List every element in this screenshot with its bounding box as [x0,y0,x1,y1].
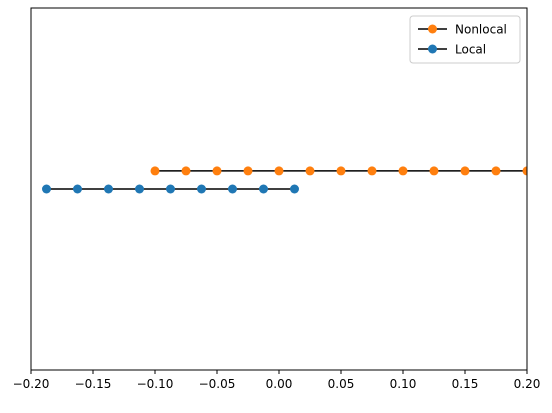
data-point-nonlocal [491,166,501,176]
legend-label-local: Local [455,43,486,57]
series-local [42,184,299,194]
data-point-nonlocal [460,166,470,176]
data-point-nonlocal [274,166,284,176]
data-point-nonlocal [150,166,160,176]
data-point-nonlocal [336,166,346,176]
legend-marker-local [428,44,437,54]
data-point-nonlocal [243,166,253,176]
data-point-nonlocal [367,166,377,176]
data-point-local [259,184,268,194]
legend-entry-nonlocal: Nonlocal [418,23,507,37]
legend-label-nonlocal: Nonlocal [455,23,507,37]
x-tick-label: 0.20 [514,377,541,391]
data-point-local [135,184,144,194]
data-point-local [166,184,175,194]
series-nonlocal [150,166,527,176]
data-point-nonlocal [522,166,527,176]
series-layer [42,166,527,194]
data-point-local [42,184,51,194]
data-point-nonlocal [212,166,222,176]
x-tick-label: −0.20 [13,377,50,391]
data-point-local [290,184,299,194]
x-tick-label: −0.15 [75,377,112,391]
data-point-nonlocal [398,166,408,176]
data-point-nonlocal [305,166,315,176]
legend-marker-nonlocal [428,24,437,34]
x-tick-label: 0.15 [452,377,479,391]
legend-box [409,15,521,64]
data-point-nonlocal [429,166,439,176]
data-point-local [73,184,82,194]
x-axis: −0.20 −0.15 −0.10 −0.05 0.00 0.05 0.10 0.15 0.20 [13,370,541,391]
legend: Nonlocal Local [409,15,521,64]
data-point-nonlocal [181,166,191,176]
x-tick-label: −0.10 [137,377,174,391]
x-tick-label: −0.05 [199,377,236,391]
x-tick-label: 0.00 [266,377,293,391]
data-point-local [104,184,113,194]
data-point-local [228,184,237,194]
data-point-local [197,184,206,194]
x-tick-label: 0.05 [328,377,355,391]
x-tick-label: 0.10 [390,377,417,391]
legend-entry-local: Local [418,43,486,57]
